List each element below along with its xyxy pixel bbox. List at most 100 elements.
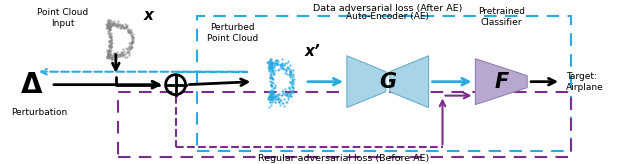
- Point: [279, 104, 289, 107]
- Point: [103, 53, 113, 56]
- Point: [266, 92, 276, 95]
- Point: [109, 55, 119, 57]
- Point: [103, 54, 113, 57]
- Point: [280, 61, 290, 64]
- Point: [267, 96, 277, 98]
- Point: [127, 40, 138, 43]
- Point: [266, 85, 276, 87]
- Point: [124, 29, 134, 32]
- Text: Auto-Encoder (AE): Auto-Encoder (AE): [346, 12, 429, 21]
- Point: [124, 30, 134, 33]
- Point: [266, 89, 276, 92]
- Point: [105, 50, 115, 52]
- Point: [285, 69, 295, 72]
- Point: [127, 37, 137, 39]
- Point: [125, 31, 135, 34]
- Point: [266, 61, 276, 63]
- Point: [278, 90, 288, 92]
- Text: Δ: Δ: [20, 71, 42, 99]
- Point: [127, 36, 138, 39]
- Point: [103, 50, 113, 53]
- Point: [270, 98, 280, 100]
- Point: [102, 55, 113, 58]
- Point: [119, 27, 129, 30]
- Point: [265, 97, 275, 100]
- Point: [265, 63, 275, 66]
- Point: [118, 48, 128, 51]
- Point: [268, 62, 278, 64]
- Point: [266, 95, 276, 97]
- Point: [104, 54, 115, 57]
- Point: [267, 70, 277, 73]
- Point: [109, 20, 119, 22]
- Text: G: G: [379, 72, 396, 92]
- Point: [266, 62, 276, 65]
- Point: [124, 51, 134, 54]
- Point: [104, 23, 115, 26]
- Point: [283, 60, 293, 62]
- Point: [285, 95, 296, 97]
- Point: [266, 67, 276, 70]
- Point: [277, 62, 287, 64]
- Point: [104, 54, 114, 56]
- Point: [269, 72, 280, 74]
- Point: [104, 26, 115, 29]
- Point: [265, 76, 275, 78]
- Point: [287, 85, 297, 88]
- Point: [287, 83, 298, 86]
- Point: [106, 45, 116, 48]
- Point: [271, 98, 282, 101]
- Point: [102, 23, 113, 26]
- Point: [116, 51, 127, 54]
- Point: [128, 33, 138, 35]
- Point: [266, 93, 276, 96]
- Point: [123, 30, 133, 33]
- Point: [103, 56, 113, 58]
- Point: [268, 66, 278, 69]
- Point: [265, 64, 275, 66]
- Point: [268, 93, 278, 96]
- Point: [128, 36, 138, 38]
- Point: [124, 30, 134, 33]
- Point: [266, 72, 276, 75]
- Point: [277, 89, 287, 92]
- Point: [123, 49, 133, 52]
- Point: [269, 100, 280, 103]
- Point: [264, 67, 274, 69]
- Point: [109, 22, 119, 24]
- Point: [267, 69, 277, 72]
- Point: [266, 64, 276, 67]
- Point: [275, 100, 285, 103]
- Point: [287, 79, 298, 82]
- Point: [267, 97, 277, 99]
- Point: [264, 58, 275, 61]
- Point: [106, 53, 116, 56]
- Point: [103, 32, 113, 35]
- Point: [269, 64, 280, 67]
- Point: [104, 25, 115, 28]
- Point: [109, 22, 120, 25]
- Point: [266, 83, 276, 85]
- Point: [265, 96, 275, 99]
- Point: [106, 37, 116, 40]
- Point: [281, 101, 291, 103]
- Point: [268, 92, 278, 94]
- Point: [268, 62, 278, 64]
- Point: [104, 56, 114, 59]
- Point: [102, 19, 113, 22]
- Point: [120, 26, 131, 29]
- Point: [263, 62, 273, 64]
- Point: [267, 62, 277, 64]
- Point: [105, 46, 115, 49]
- Point: [104, 52, 115, 55]
- Point: [288, 88, 298, 91]
- Point: [118, 26, 128, 29]
- Point: [125, 29, 136, 32]
- Point: [103, 23, 113, 26]
- Point: [275, 64, 285, 67]
- Point: [103, 25, 113, 27]
- Point: [266, 70, 276, 72]
- Point: [266, 96, 276, 98]
- Point: [115, 25, 125, 28]
- Point: [102, 55, 112, 58]
